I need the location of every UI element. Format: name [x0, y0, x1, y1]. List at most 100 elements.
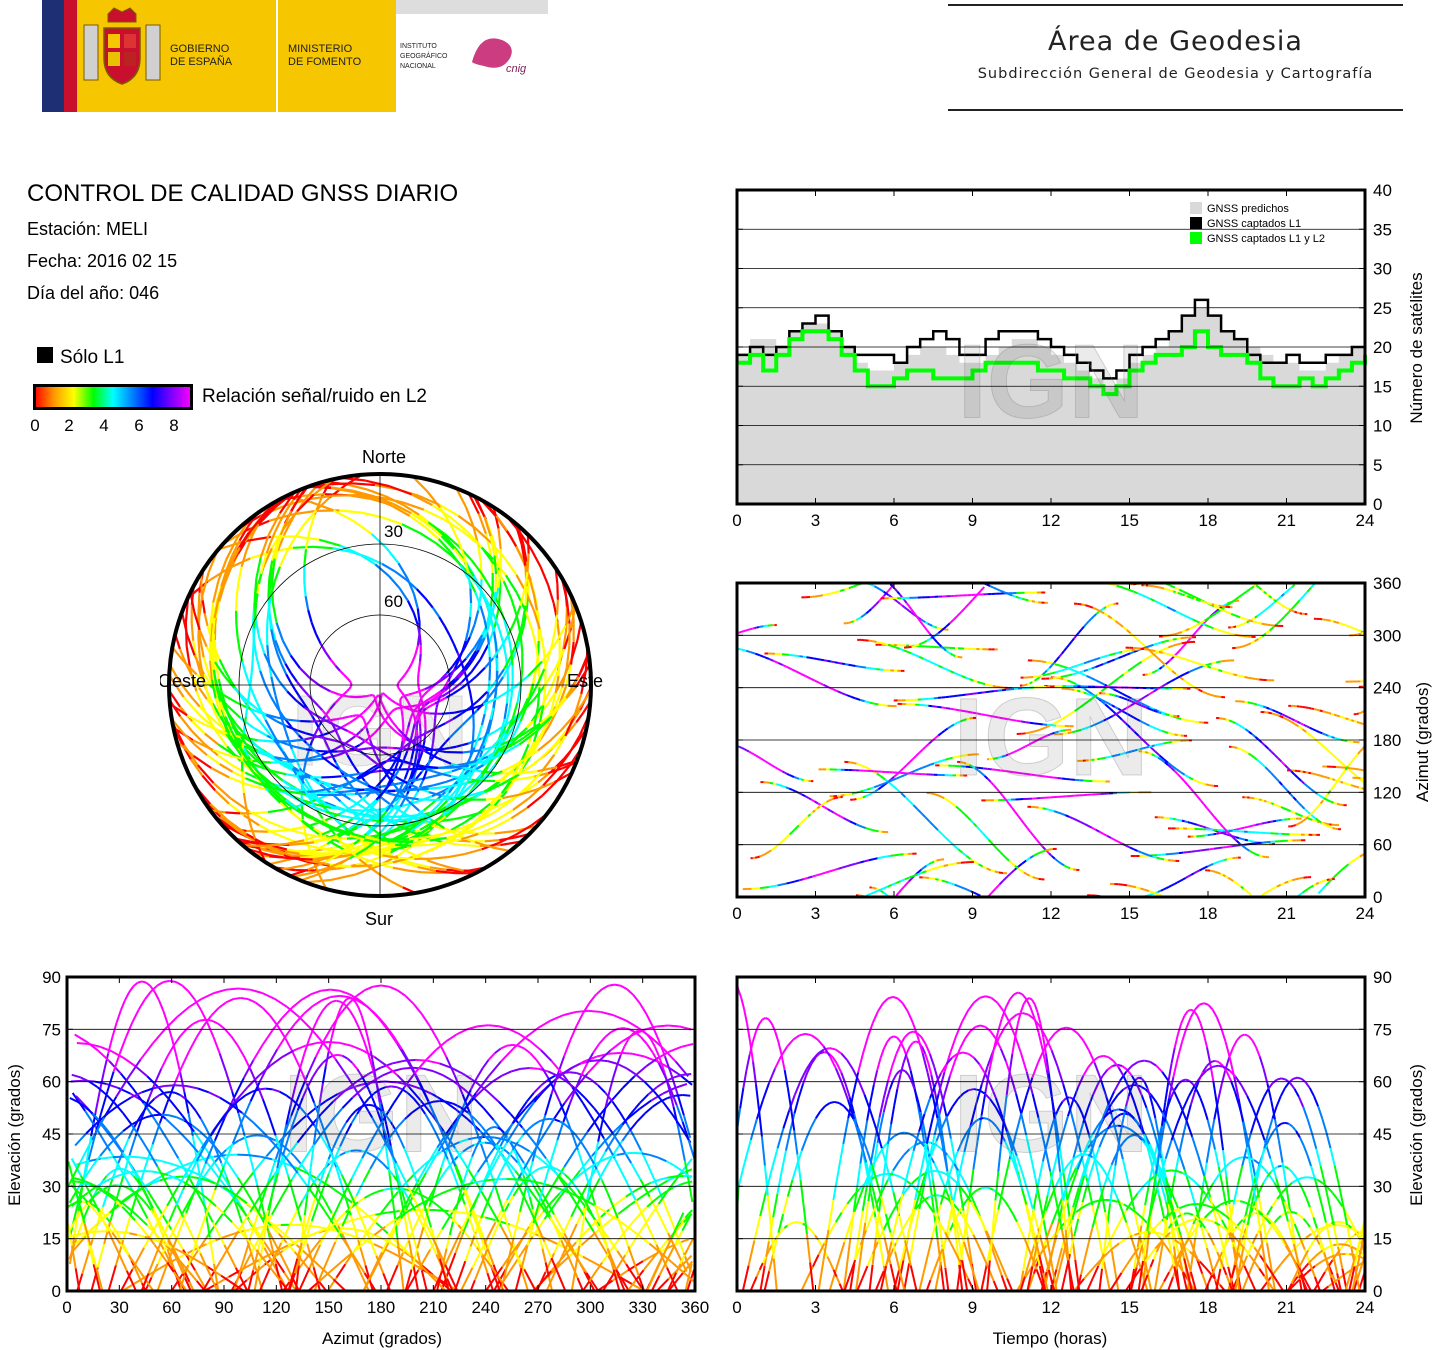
azimuth-track-segment	[1011, 862, 1016, 867]
azimuth-track-segment	[833, 811, 838, 816]
sky-track-segment	[382, 692, 386, 696]
azimuth-track-segment	[954, 883, 959, 887]
azimuth-track-segment	[1172, 637, 1177, 641]
sky-track-segment	[465, 647, 476, 660]
sky-track-segment	[381, 760, 387, 764]
azimuth-track-segment	[1343, 739, 1348, 743]
azimuth-track-segment	[1335, 621, 1340, 624]
azimuth-track-segment	[1155, 710, 1158, 713]
azimuth-track-segment	[1045, 661, 1051, 665]
azimuth-track-segment	[1105, 756, 1109, 759]
azimuth-track-segment	[1087, 697, 1094, 703]
azimuth-track-segment	[1134, 748, 1138, 752]
sky-track-segment	[397, 562, 409, 580]
azimuth-track-segment	[745, 649, 752, 654]
azimuth-track-segment	[1163, 858, 1169, 862]
azimuth-track-segment	[863, 612, 867, 617]
azimuth-track-segment	[1313, 883, 1317, 887]
sky-track-segment	[479, 818, 498, 829]
azimuth-track-segment	[910, 611, 915, 616]
sky-track-segment	[508, 695, 513, 711]
azimuth-track-segment	[773, 884, 778, 888]
azimuth-track-segment	[1216, 819, 1221, 825]
sky-track-segment	[218, 585, 226, 603]
sky-track-segment	[342, 690, 348, 696]
azimuth-track-segment	[1052, 731, 1055, 735]
azimuth-track-segment	[1109, 680, 1116, 686]
sky-track-segment	[495, 735, 504, 744]
azimuth-track-segment	[953, 721, 958, 726]
azimuth-track-segment	[1217, 695, 1222, 699]
azimuth-track-segment	[1156, 856, 1161, 860]
azimuth-track-segment	[1288, 608, 1293, 612]
azimuth-track-segment	[1102, 832, 1108, 837]
sky-track-segment	[245, 777, 259, 785]
sky-track-segment	[420, 710, 425, 715]
elevation-azimuth-track-segment	[134, 1267, 140, 1276]
sky-track-segment	[514, 824, 533, 837]
azimuth-track-segment	[1038, 727, 1044, 731]
sky-track-segment	[379, 700, 384, 706]
azimuth-track-segment	[947, 863, 953, 866]
sky-track-segment	[319, 783, 326, 790]
azimuth-track-segment	[803, 876, 809, 881]
sky-track-segment	[412, 723, 416, 730]
azimuth-track-segment	[1316, 773, 1320, 777]
azimuth-track-segment	[1144, 888, 1150, 893]
sky-track-segment	[186, 714, 206, 726]
sky-track-segment	[223, 668, 231, 680]
azimuth-track-segment	[974, 767, 980, 772]
azimuth-track-segment	[1139, 719, 1144, 724]
azimuth-track-segment	[1320, 821, 1325, 826]
azimuth-track-segment	[1112, 652, 1117, 656]
sky-track-segment	[569, 641, 575, 665]
azimuth-track-segment	[1137, 748, 1141, 751]
azimuth-track-segment	[1069, 867, 1074, 871]
azimuth-track-segment	[760, 757, 764, 761]
azimuth-track-segment	[1187, 874, 1192, 878]
azimuth-track-segment	[1122, 626, 1128, 631]
azimuth-track-segment	[1209, 602, 1213, 606]
azimuth-track-segment	[987, 767, 993, 771]
sky-track-segment	[438, 791, 450, 805]
sky-track-segment	[335, 829, 351, 837]
azimuth-track-segment	[882, 891, 887, 896]
azimuth-track-segment	[791, 775, 795, 778]
azimuth-track-segment	[1339, 715, 1343, 719]
sky-track-segment	[448, 732, 456, 739]
sky-track-segment	[237, 743, 248, 758]
azimuth-track-segment	[1111, 754, 1115, 758]
azimuth-track-segment	[993, 845, 999, 850]
azimuth-track-segment	[749, 627, 753, 631]
area-top-rule	[948, 4, 1403, 6]
azimuth-track-segment	[1136, 660, 1143, 666]
sky-track-segment	[501, 764, 515, 773]
sky-track-segment	[437, 757, 452, 765]
azimuth-track-segment	[1230, 632, 1235, 636]
sky-track-segment	[411, 475, 429, 493]
azimuth-track-segment	[1299, 876, 1304, 880]
sky-track-segment	[422, 871, 439, 875]
azimuth-track-segment	[1071, 681, 1077, 685]
azimuth-track-segment	[791, 829, 796, 833]
azimuth-track-segment	[1162, 651, 1167, 655]
azimuth-track-segment	[957, 848, 963, 854]
azimuth-track-segment	[1342, 716, 1346, 720]
sky-track-segment	[374, 563, 390, 577]
azimuth-track-segment	[1230, 599, 1236, 604]
azimuth-track-segment	[1220, 872, 1224, 876]
azimuth-track-segment	[1265, 623, 1271, 627]
spain-flag-red-strip	[64, 0, 77, 112]
sky-track-segment	[358, 738, 369, 746]
sky-track-segment	[337, 818, 354, 829]
azimuth-track-segment	[1108, 755, 1112, 759]
azimuth-track-segment	[848, 585, 854, 590]
azimuth-track-segment	[1181, 657, 1186, 661]
azimuth-track-segment	[1123, 670, 1129, 676]
azimuth-track-segment	[1243, 617, 1249, 622]
sky-track-segment	[426, 687, 432, 693]
sky-track-segment	[254, 619, 261, 638]
azimuth-track-segment	[955, 805, 960, 810]
azimuth-track-segment	[1333, 620, 1337, 624]
azimuth-track-segment	[1148, 890, 1154, 894]
